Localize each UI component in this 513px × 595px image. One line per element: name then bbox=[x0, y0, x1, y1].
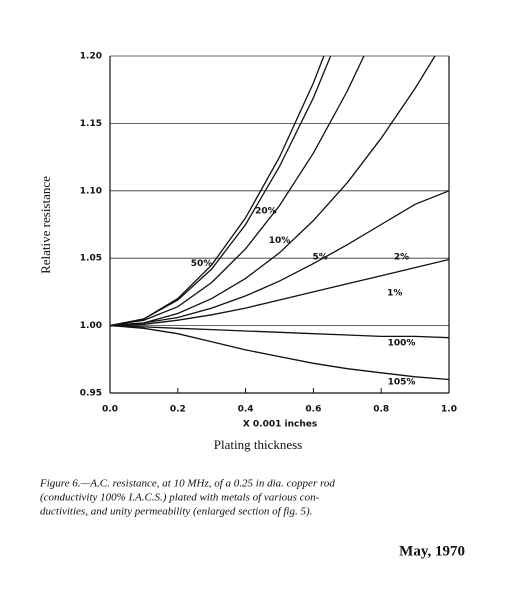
series-label: 20% bbox=[255, 207, 277, 217]
series-line bbox=[110, 56, 436, 327]
y-tick-label: 1.15 bbox=[80, 119, 102, 129]
date: May, 1970 bbox=[399, 543, 465, 559]
series-line bbox=[110, 324, 449, 339]
y-tick-label: 0.95 bbox=[80, 389, 102, 399]
series-line bbox=[110, 56, 332, 327]
series-label: 100% bbox=[388, 339, 416, 349]
series-label: 105% bbox=[388, 378, 416, 388]
caption-line: Figure 6.—A.C. resistance, at 10 MHz, of… bbox=[39, 478, 335, 490]
series-line bbox=[110, 56, 325, 327]
caption-line: ductivities, and unity permeability (enl… bbox=[40, 506, 312, 518]
series-label: 1% bbox=[387, 289, 402, 299]
series-line bbox=[110, 190, 449, 327]
series-line bbox=[110, 324, 449, 381]
x-axis-label: X 0.001 inches bbox=[243, 420, 317, 430]
y-tick-label: 1.00 bbox=[80, 321, 102, 331]
x-tick-label: 0.0 bbox=[102, 405, 118, 415]
series-label: 10% bbox=[269, 236, 291, 246]
series-label: 5% bbox=[313, 252, 328, 262]
x-tick-label: 0.8 bbox=[373, 405, 389, 415]
x-axis-title: Plating thickness bbox=[214, 437, 302, 452]
series-label: 50% bbox=[191, 259, 213, 269]
series-line bbox=[110, 56, 365, 327]
y-axis-label: Relative resistance bbox=[38, 176, 53, 274]
x-tick-label: 0.2 bbox=[170, 405, 186, 415]
caption-line: (conductivity 100% I.A.C.S.) plated with… bbox=[40, 492, 320, 504]
y-tick-label: 1.20 bbox=[80, 52, 102, 62]
x-tick-label: 0.6 bbox=[305, 405, 321, 415]
x-tick-label: 0.4 bbox=[238, 405, 254, 415]
series-label: 2% bbox=[394, 252, 409, 262]
plot-area bbox=[110, 56, 449, 381]
series-line bbox=[110, 258, 449, 327]
x-tick-label: 1.0 bbox=[441, 405, 457, 415]
y-tick-label: 1.05 bbox=[80, 254, 102, 264]
y-tick-label: 1.10 bbox=[80, 186, 102, 196]
